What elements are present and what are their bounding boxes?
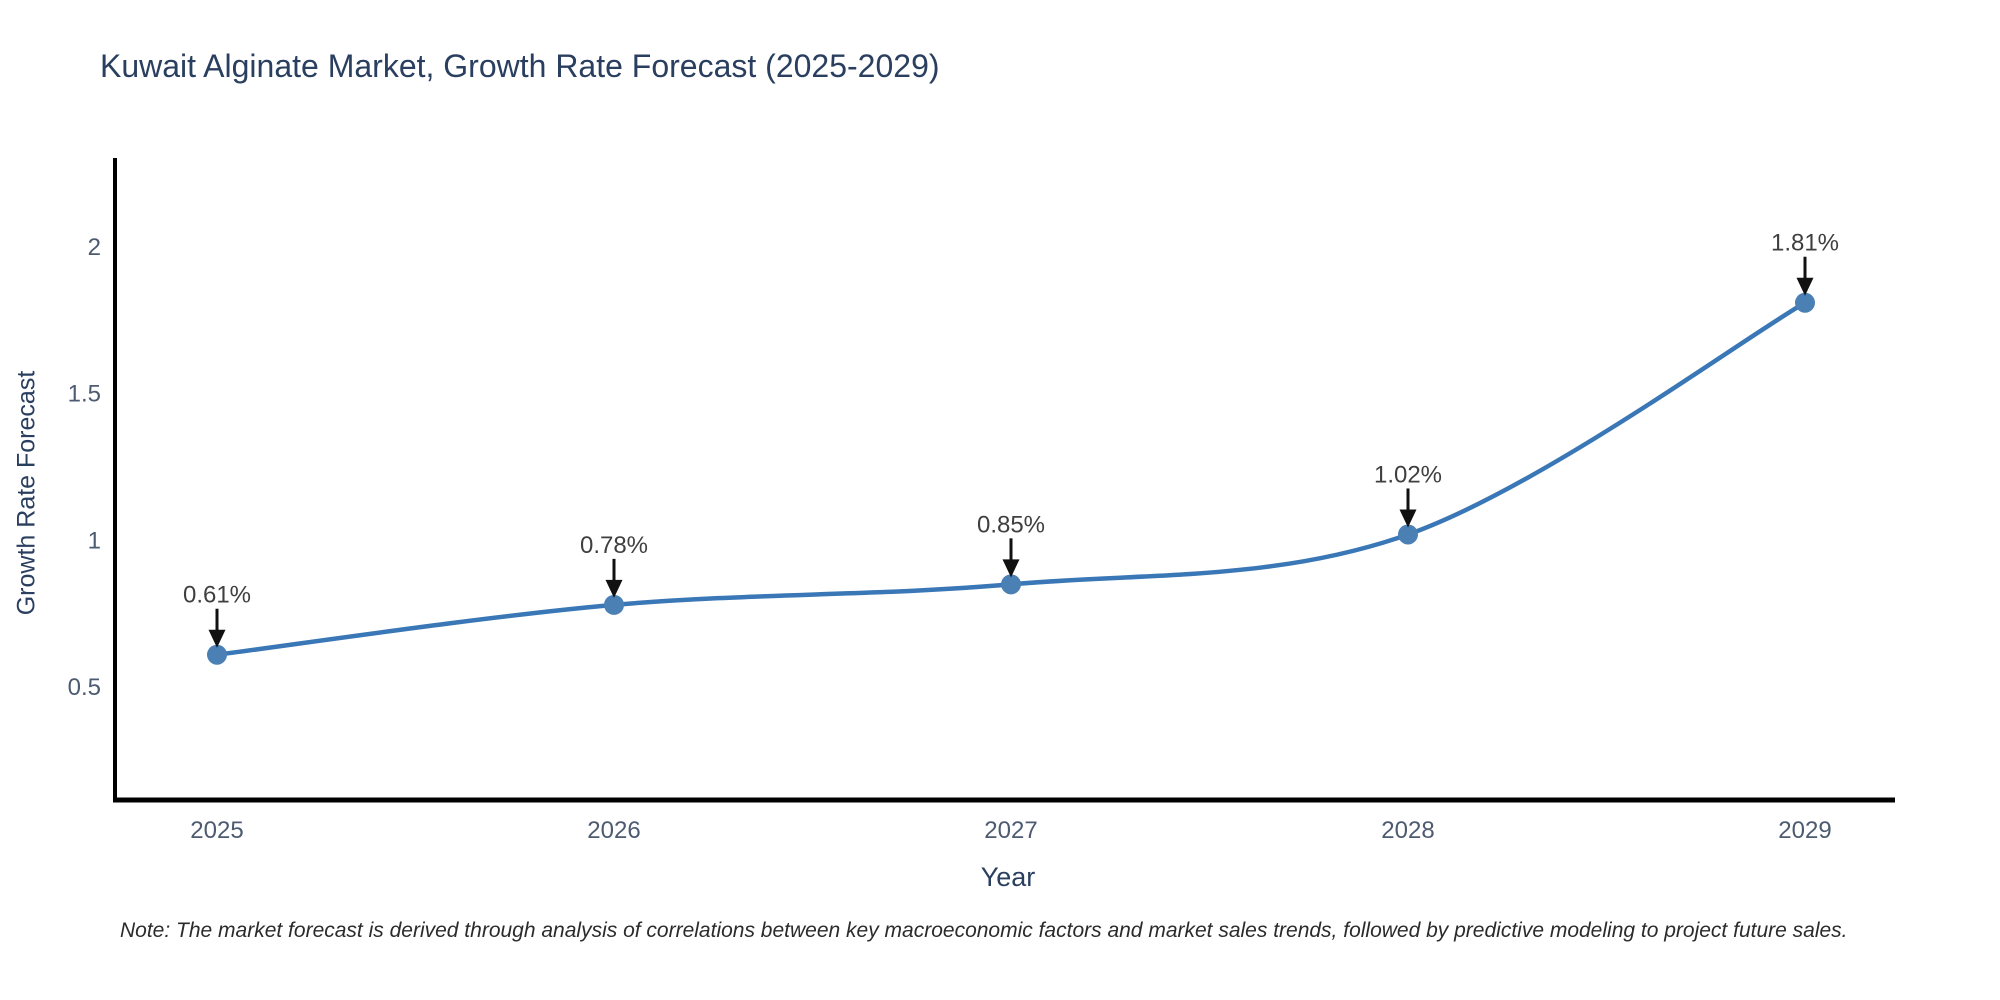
y-tick-label: 2 [88, 234, 101, 261]
annotation-arrowhead-icon [1796, 277, 1814, 296]
y-tick-label: 1.5 [68, 381, 101, 408]
annotation-arrowhead-icon [1002, 559, 1020, 578]
y-tick-label: 1 [88, 527, 101, 554]
x-axis-title: Year [980, 862, 1036, 892]
x-tick-label: 2027 [984, 817, 1037, 844]
data-point-marker [1398, 524, 1418, 545]
point-value-label: 1.81% [1771, 230, 1839, 257]
data-point-markers [207, 292, 1815, 665]
x-tick-label: 2028 [1381, 817, 1434, 844]
x-tick-label: 2025 [190, 817, 243, 844]
data-point-marker [207, 644, 227, 665]
point-value-label: 0.78% [580, 532, 648, 559]
x-tick-label: 2029 [1778, 817, 1831, 844]
x-tick-label: 2026 [587, 817, 640, 844]
footnote: Note: The market forecast is derived thr… [120, 919, 1848, 942]
chart-title: Kuwait Alginate Market, Growth Rate Fore… [100, 48, 940, 84]
annotation-arrowhead-icon [1399, 509, 1417, 528]
annotation-arrowhead-icon [208, 629, 226, 648]
data-point-marker [1001, 574, 1021, 595]
annotation-arrowhead-icon [605, 579, 623, 598]
data-point-marker [604, 594, 624, 615]
series-line [214, 300, 1808, 657]
y-tick-label: 0.5 [68, 674, 101, 701]
point-value-label: 0.61% [183, 582, 251, 609]
point-value-label: 1.02% [1374, 461, 1442, 488]
y-tick-labels: 0.5 1 1.5 2 [68, 234, 101, 701]
point-value-label: 0.85% [977, 511, 1045, 538]
x-tick-labels: 2025 2026 2027 2028 2029 [190, 817, 1831, 844]
data-point-marker [1795, 292, 1815, 313]
point-annotations: 0.61% 0.78% 0.85% 1.02% 1.81% [183, 230, 1839, 648]
